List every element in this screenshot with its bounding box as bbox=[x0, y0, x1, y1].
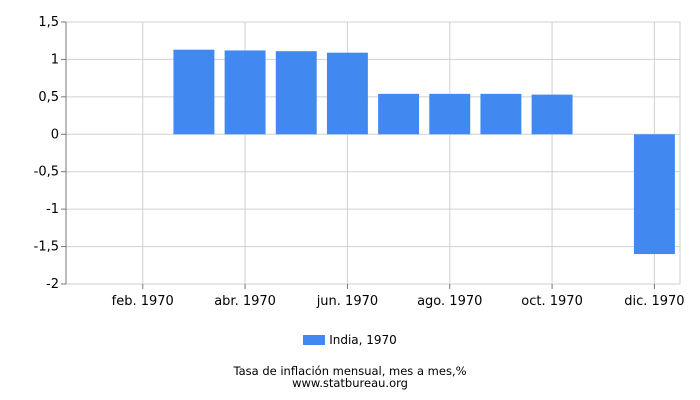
bar bbox=[173, 49, 215, 135]
y-tick-label: 0,5 bbox=[38, 90, 59, 105]
x-tick-label: jun. 1970 bbox=[316, 294, 378, 309]
y-tick-label: 0 bbox=[51, 127, 59, 142]
y-tick-label: -1 bbox=[46, 202, 59, 217]
bar bbox=[480, 93, 522, 135]
chart: 1,5 1 0,5 0 -0,5 -1 -1,5 -2 feb. 1970 abr. 1970 ju… bbox=[34, 15, 685, 309]
bar bbox=[326, 52, 368, 135]
y-tick-label: 1,5 bbox=[38, 15, 59, 30]
legend: India, 1970 bbox=[0, 333, 700, 347]
source-caption: www.statbureau.org bbox=[292, 376, 408, 390]
y-tick-label: -2 bbox=[46, 277, 59, 292]
bar bbox=[224, 50, 266, 135]
x-tick-label: ago. 1970 bbox=[417, 294, 482, 309]
bar bbox=[275, 51, 317, 135]
legend-swatch bbox=[303, 335, 326, 345]
legend-label: India, 1970 bbox=[329, 333, 397, 347]
y-tick-label: -0,5 bbox=[34, 165, 59, 180]
y-tick-label: -1,5 bbox=[34, 240, 59, 255]
chart-caption: Tasa de inflación mensual, mes a mes,% bbox=[233, 364, 467, 378]
y-tick-label: 1 bbox=[51, 52, 59, 67]
x-tick-label: abr. 1970 bbox=[214, 294, 276, 309]
x-tick-label: oct. 1970 bbox=[521, 294, 583, 309]
plot-frame bbox=[65, 21, 681, 285]
x-tick-label: feb. 1970 bbox=[112, 294, 174, 309]
bar bbox=[531, 94, 573, 135]
x-tick-label: dic. 1970 bbox=[624, 294, 684, 309]
bar bbox=[378, 93, 420, 135]
bar bbox=[429, 93, 471, 135]
bar bbox=[633, 134, 675, 255]
